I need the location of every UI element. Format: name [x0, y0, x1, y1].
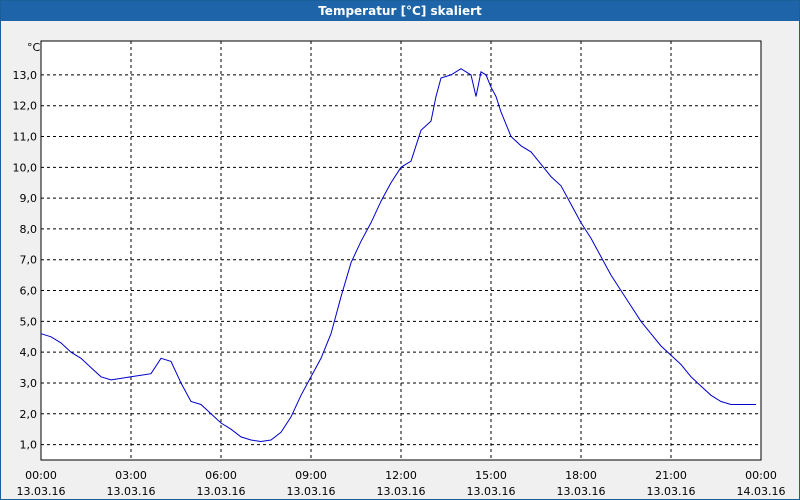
x-tick-date: 13.03.16: [467, 485, 516, 498]
x-tick-date: 13.03.16: [17, 485, 66, 498]
x-tick-date: 13.03.16: [287, 485, 336, 498]
y-tick-label: 9,0: [20, 192, 38, 205]
x-tick-date: 13.03.16: [107, 485, 156, 498]
y-tick-label: 2,0: [20, 408, 38, 421]
y-axis-unit: °C: [27, 41, 41, 54]
y-tick-label: 6,0: [20, 285, 38, 298]
x-tick-date: 13.03.16: [647, 485, 696, 498]
line-chart: °C 1,0 2,0 3,0 4,0 5,0 6,0 7,0 8,0 9,0 10,0 11,0 12…: [13, 40, 786, 498]
chart-title: Temperatur [°C] skaliert: [1, 1, 799, 21]
x-tick-time: 00:00: [745, 469, 777, 482]
x-tick-time: 06:00: [205, 469, 237, 482]
x-tick-time: 12:00: [385, 469, 417, 482]
x-tick-time: 03:00: [115, 469, 147, 482]
x-tick-time: 18:00: [565, 469, 597, 482]
y-axis: °C 1,0 2,0 3,0 4,0 5,0 6,0 7,0 8,0 9,0 10,0 11,0 12…: [13, 41, 41, 452]
temperature-series-line: [40, 68, 756, 443]
x-tick-date: 13.03.16: [557, 485, 606, 498]
y-tick-label: 12,0: [13, 100, 38, 113]
x-tick-date: 13.03.16: [197, 485, 246, 498]
x-tick-time: 21:00: [655, 469, 687, 482]
y-tick-label: 11,0: [13, 131, 38, 144]
x-tick-date: 13.03.16: [377, 485, 426, 498]
y-tick-label: 13,0: [13, 69, 38, 82]
y-tick-label: 7,0: [20, 254, 38, 267]
x-tick-time: 00:00: [25, 469, 57, 482]
y-tick-label: 5,0: [20, 315, 38, 328]
y-tick-label: 4,0: [20, 346, 38, 359]
x-tick-time: 09:00: [295, 469, 327, 482]
y-tick-label: 3,0: [20, 377, 38, 390]
x-tick-time: 15:00: [475, 469, 507, 482]
y-tick-label: 8,0: [20, 223, 38, 236]
x-axis: 00:00 13.03.16 03:00 13.03.16 06:00 13.03.16 0…: [17, 469, 786, 498]
x-tick-date: 14.03.16: [737, 485, 786, 498]
y-tick-label: 1,0: [20, 439, 38, 452]
y-tick-label: 10,0: [13, 161, 38, 174]
